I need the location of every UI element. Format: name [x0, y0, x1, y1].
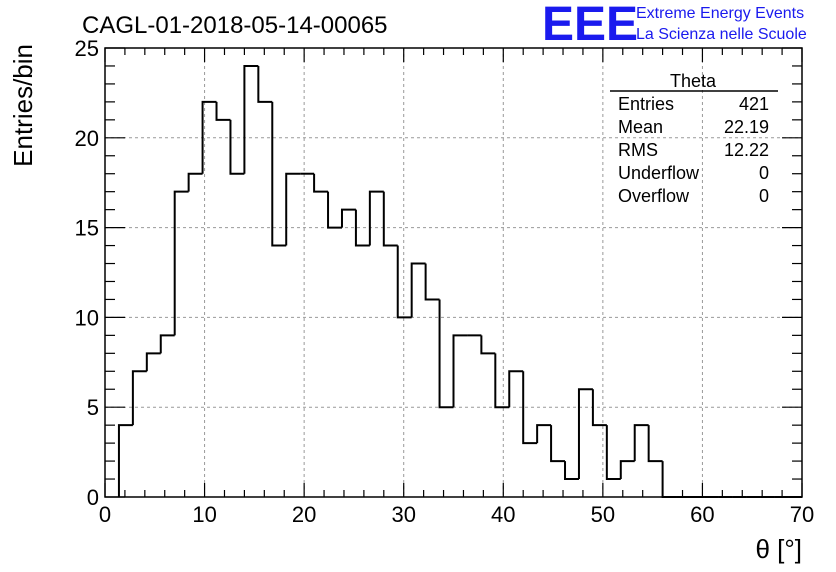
histogram-bin — [354, 209, 370, 247]
x-tick-label: 20 — [292, 502, 316, 527]
y-axis-label: Entries/bin — [8, 44, 38, 167]
histogram-bin — [564, 461, 579, 481]
histogram-bin — [285, 172, 301, 246]
stats-label-mean: Mean — [618, 117, 663, 137]
histogram-bin — [117, 424, 133, 497]
x-tick-label: 0 — [99, 502, 111, 527]
histogram-bin — [410, 262, 426, 318]
stats-label-rms: RMS — [618, 140, 658, 160]
stats-box: Theta Entries 421 Mean 22.19 RMS 12.22 U… — [610, 71, 778, 206]
histogram-bin — [661, 461, 677, 498]
y-tick-label: 25 — [75, 36, 99, 61]
eee-logo: EEE Extreme Energy Events La Scienza nel… — [542, 0, 807, 51]
y-tick-label: 20 — [75, 126, 99, 151]
y-tick-label: 10 — [75, 305, 99, 330]
y-tick-labels: 0 5 10 15 20 25 — [75, 36, 99, 510]
x-tick-label: 40 — [491, 502, 515, 527]
stats-label-overflow: Overflow — [618, 186, 690, 206]
x-tick-label: 10 — [192, 502, 216, 527]
x-tick-label: 60 — [690, 502, 714, 527]
stats-value-entries: 421 — [739, 94, 769, 114]
histogram-bin — [480, 335, 496, 355]
histogram-bin — [438, 299, 454, 409]
histogram-bin — [173, 190, 189, 336]
histogram-bin — [145, 352, 161, 372]
histogram-bin — [591, 389, 607, 427]
histogram-bin — [605, 425, 621, 481]
stats-title: Theta — [670, 71, 717, 91]
histogram-bin — [271, 101, 287, 247]
histogram-bin — [619, 460, 635, 480]
histogram-bin — [522, 371, 538, 445]
histogram-bin — [327, 191, 342, 229]
histogram-bin — [577, 388, 593, 480]
y-tick-label: 15 — [75, 216, 99, 241]
x-tick-labels: 0 10 20 30 40 50 60 70 — [99, 502, 814, 527]
x-tick-label: 50 — [591, 502, 615, 527]
stats-label-entries: Entries — [618, 94, 674, 114]
histogram-bin — [494, 353, 510, 409]
stats-label-underflow: Underflow — [618, 163, 700, 183]
histogram-bin — [508, 370, 524, 408]
logo-mark: EEE — [542, 0, 638, 51]
histogram-bin — [647, 425, 663, 463]
histogram-bin — [396, 245, 412, 319]
histogram-bin — [633, 424, 649, 462]
grid-lines — [105, 48, 802, 497]
histogram-bin — [257, 65, 273, 103]
histogram-bin — [424, 263, 440, 301]
histogram-bin — [536, 424, 552, 444]
histogram-bin — [382, 191, 398, 247]
histogram-bin — [229, 119, 245, 175]
x-axis-label: θ [°] — [755, 534, 802, 564]
histogram-bin — [313, 173, 329, 193]
y-tick-label: 0 — [87, 485, 99, 510]
x-tick-label: 70 — [790, 502, 814, 527]
histogram-bin — [131, 370, 147, 426]
histogram-bin — [159, 334, 175, 354]
logo-line1: Extreme Energy Events — [636, 5, 804, 22]
histogram-bin — [340, 208, 356, 228]
histogram-bin — [452, 334, 468, 408]
histogram-bin — [215, 101, 231, 121]
plot-area-frame — [104, 47, 803, 498]
stats-value-underflow: 0 — [759, 163, 769, 183]
histogram-bin — [550, 425, 566, 463]
y-tick-label: 5 — [87, 395, 99, 420]
histogram-bin — [187, 172, 203, 192]
stats-value-overflow: 0 — [759, 186, 769, 206]
histogram-bin — [201, 100, 217, 174]
histogram-bars — [117, 64, 802, 498]
x-tick-label: 30 — [391, 502, 415, 527]
histogram-bin — [243, 64, 259, 174]
logo-line2: La Scienza nelle Scuole — [636, 26, 807, 43]
stats-value-mean: 22.19 — [724, 117, 769, 137]
chart-title: CAGL-01-2018-05-14-00065 — [82, 12, 388, 39]
plot-frame — [104, 47, 803, 498]
stats-value-rms: 12.22 — [724, 140, 769, 160]
histogram-bin — [368, 190, 384, 246]
